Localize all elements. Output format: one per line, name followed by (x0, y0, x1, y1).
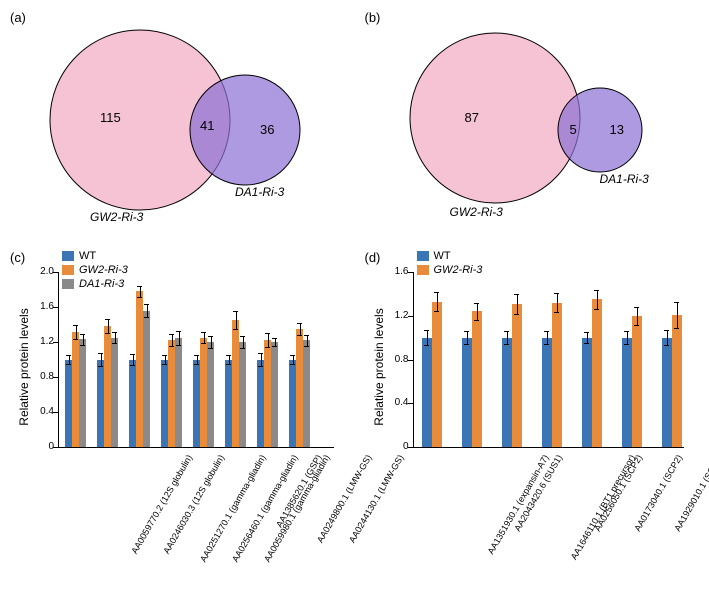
bar (225, 360, 232, 448)
venn-number: 13 (610, 122, 624, 137)
bar (592, 299, 602, 447)
venn-number: 36 (260, 122, 274, 137)
legend-label: GW2-Ri-3 (79, 264, 128, 276)
bar (472, 311, 482, 447)
venn-number: 5 (570, 122, 577, 137)
bar (136, 291, 143, 447)
legend: WT GW2-Ri-3 (417, 250, 483, 278)
legend-swatch (417, 251, 429, 261)
bar (207, 342, 214, 447)
x-tick-label: AA1351930.1 (expansin-A7) (485, 453, 550, 556)
panel-a: (a) 1154136GW2-Ri-3DA1-Ri-3 (10, 10, 345, 240)
venn-label-2: DA1-Ri-3 (600, 172, 649, 186)
legend-item: GW2-Ri-3 (417, 264, 483, 276)
bar (422, 338, 432, 447)
panel-c: (c) Relative protein levels00.40.81.21.6… (10, 250, 345, 560)
bar (552, 303, 562, 447)
bar (632, 316, 642, 447)
y-tick-label: 2.0 (26, 266, 54, 277)
bar (232, 320, 239, 447)
chart-c: Relative protein levels00.40.81.21.62.0A… (10, 250, 345, 560)
bar (200, 338, 207, 447)
legend-swatch (417, 265, 429, 275)
plot-area (413, 272, 684, 448)
bar (542, 338, 552, 447)
bar (622, 338, 632, 447)
venn-label-2: DA1-Ri-3 (235, 185, 284, 199)
venn-number: 87 (465, 110, 479, 125)
bar (296, 329, 303, 447)
legend: WT GW2-Ri-3 DA1-Ri-3 (62, 250, 128, 292)
bar (72, 332, 79, 448)
venn-number: 41 (200, 118, 214, 133)
venn-label-1: GW2-Ri-3 (450, 205, 503, 219)
legend-label: GW2-Ri-3 (434, 264, 483, 276)
venn-a: 115 41 36 GW2-Ri-3 DA1-Ri-3 (10, 10, 330, 240)
bar (97, 360, 104, 448)
bar (193, 360, 200, 448)
bar (168, 340, 175, 447)
y-tick-label: 0.8 (381, 354, 409, 365)
bar (303, 340, 310, 447)
legend-item: WT (62, 250, 128, 262)
legend-swatch (62, 279, 74, 289)
legend-swatch (62, 251, 74, 261)
legend-item: DA1-Ri-3 (62, 278, 128, 290)
chart-d: Relative protein levels 0 0.4 0.8 1.2 1.6 AA13… (365, 250, 700, 560)
plot-area (58, 272, 334, 448)
x-tick-label: AA0059980.1 (gamma-gliadin) (262, 453, 332, 564)
legend-label: WT (79, 250, 96, 262)
y-tick-label: 0.4 (26, 406, 54, 417)
y-axis-label: Relative protein levels (372, 307, 386, 427)
bar (257, 360, 264, 448)
bar (129, 360, 136, 448)
bar (161, 360, 168, 448)
figure-grid: (a) 1154136GW2-Ri-3DA1-Ri-3 (b) 87513GW2… (10, 10, 699, 560)
legend-swatch (62, 265, 74, 275)
y-tick-label: 0 (381, 441, 409, 452)
y-tick-label: 1.6 (26, 301, 54, 312)
panel-d: (d) Relative protein levels00.40.81.21.6… (365, 250, 700, 560)
bar (264, 340, 271, 447)
x-tick-label: AA0059770.2 (12S globulin) (129, 453, 194, 556)
y-tick-label: 0.4 (381, 397, 409, 408)
legend-label: DA1-Ri-3 (79, 278, 124, 290)
bar (512, 304, 522, 447)
y-tick-label: 0 (26, 441, 54, 452)
y-tick-label: 0.8 (26, 371, 54, 382)
y-tick-label: 1.2 (26, 336, 54, 347)
panel-b: (b) 87513GW2-Ri-3DA1-Ri-3 (365, 10, 700, 240)
y-tick-label: 1.6 (381, 266, 409, 277)
bar (143, 311, 150, 448)
bar (502, 338, 512, 447)
y-tick-label: 1.2 (381, 310, 409, 321)
venn-label-1: GW2-Ri-3 (90, 210, 143, 224)
legend-label: WT (434, 250, 451, 262)
bar (289, 360, 296, 448)
bar (432, 302, 442, 447)
venn-number: 115 (100, 110, 121, 125)
bar (65, 360, 72, 448)
bar (672, 315, 682, 447)
venn-b: 87 5 13 GW2-Ri-3 DA1-Ri-3 (365, 10, 685, 240)
legend-item: WT (417, 250, 483, 262)
bar (662, 338, 672, 447)
bar (104, 326, 111, 447)
bar (175, 338, 182, 447)
bar (462, 338, 472, 447)
bar (271, 342, 278, 447)
bar (111, 338, 118, 447)
x-tick-label: AA1385620.1 (GSP) (274, 453, 324, 529)
bar (239, 342, 246, 447)
bar (79, 339, 86, 447)
bar (582, 338, 592, 447)
legend-item: GW2-Ri-3 (62, 264, 128, 276)
